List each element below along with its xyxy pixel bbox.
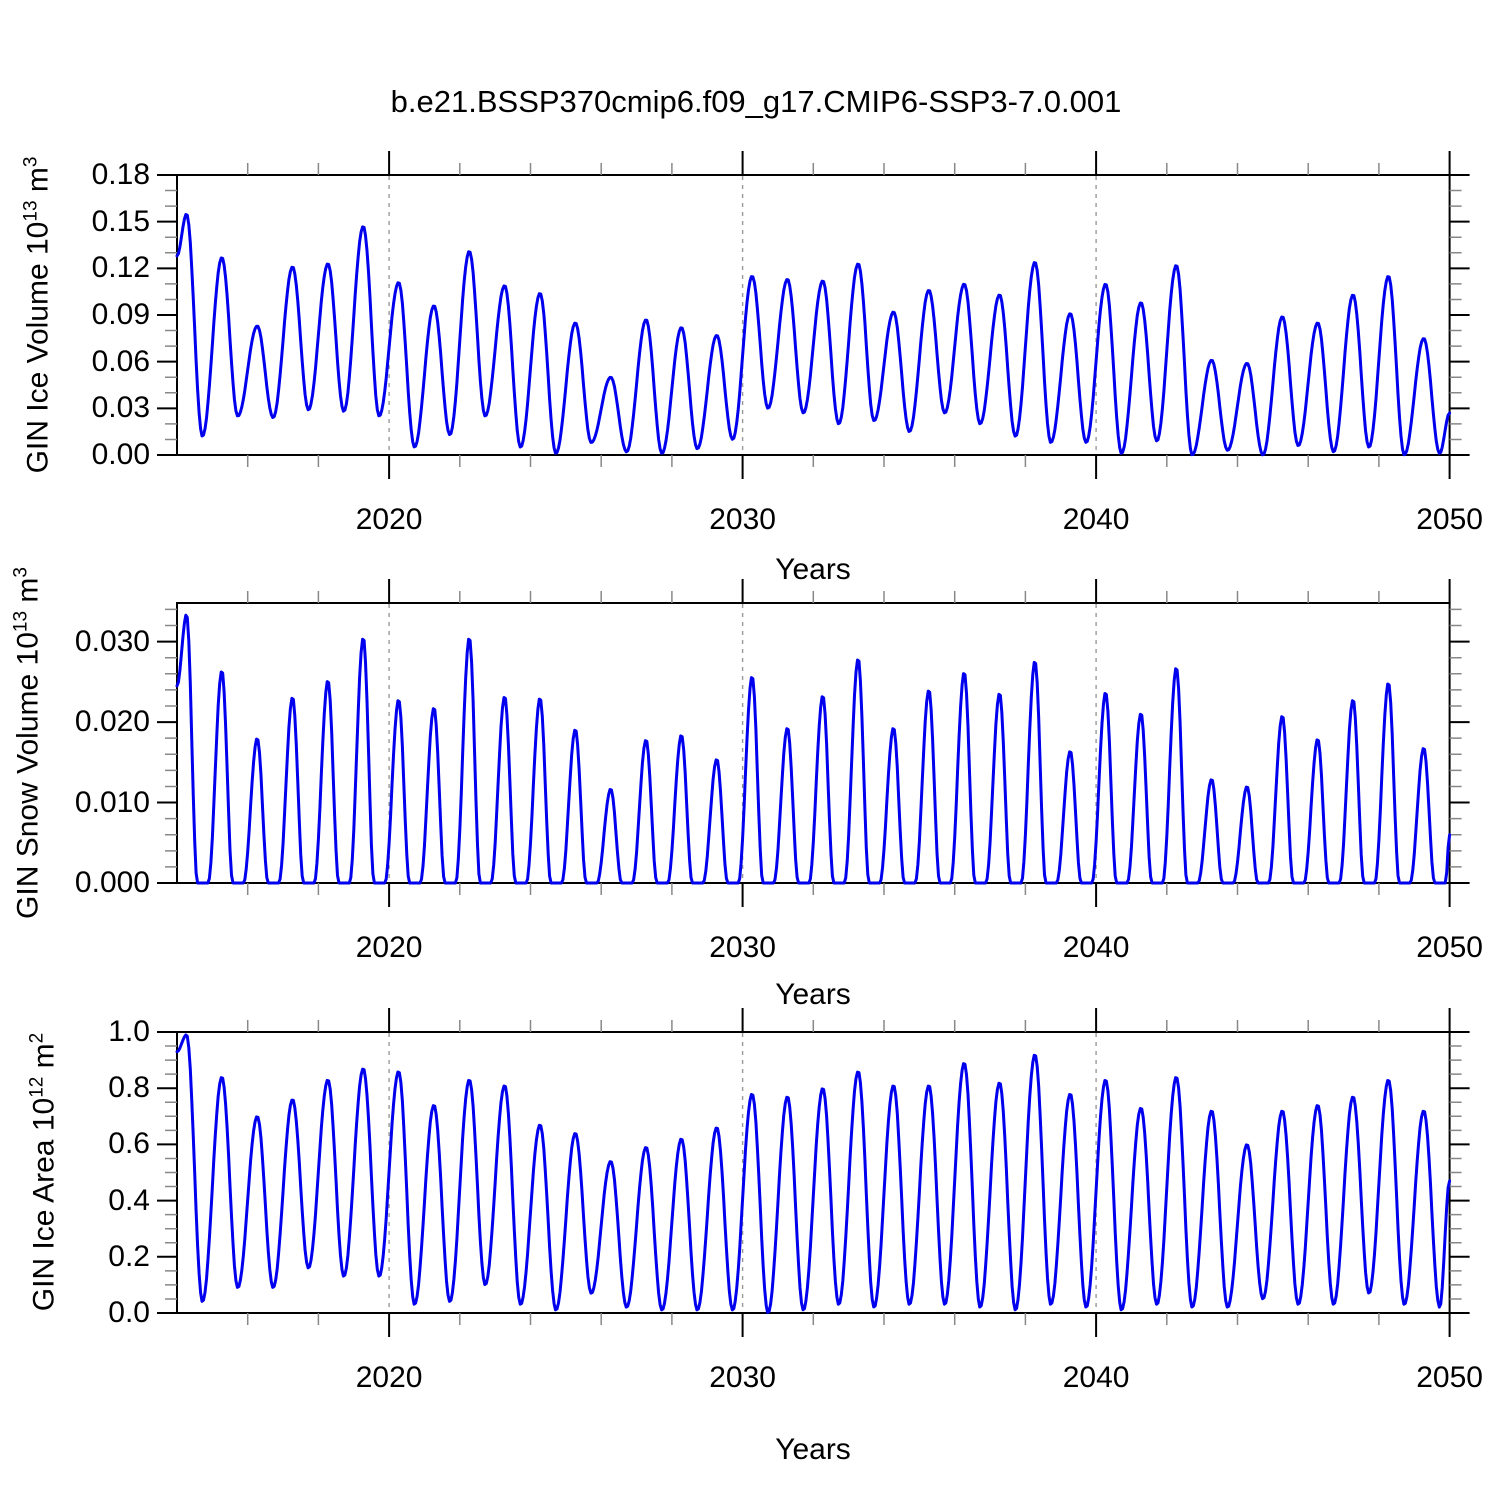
x-axis-title-panel2: Years [775, 978, 851, 1011]
y-tick-label: 0.00 [91, 438, 150, 471]
x-axis-title-panel3: Years [775, 1433, 851, 1466]
y-tick-label: 0.09 [91, 298, 150, 331]
x-tick-label: 2050 [1416, 503, 1483, 536]
y-tick-label: 0.15 [91, 204, 150, 238]
minor-ticks [165, 1020, 1462, 1325]
plot-title: b.e21.BSSP370cmip6.f09_g17.CMIP6-SSP3-7.… [390, 84, 1122, 119]
y-axis-title-unit: m [11, 577, 45, 611]
y-axis-title-exponent: 13 [10, 610, 32, 633]
y-tick-label: 0.000 [74, 866, 150, 899]
y-tick-label: 1.0 [108, 1015, 150, 1048]
axes-frame [176, 174, 1451, 456]
major-ticks [157, 579, 1470, 907]
y-tick-label: 0.12 [91, 251, 150, 285]
y-tick-label: 0.8 [108, 1071, 150, 1105]
y-tick-label: 0.020 [74, 705, 150, 739]
x-tick-label: 2040 [1062, 503, 1130, 536]
x-tick-label: 2050 [1416, 931, 1483, 964]
x-tick-label: 2020 [355, 503, 423, 536]
gin-ice-area-series-line [175, 1033, 1452, 1315]
y-tick-label: 0.06 [91, 344, 150, 378]
x-tick-label: 2020 [355, 931, 423, 964]
major-ticks [157, 151, 1470, 479]
y-tick-label: 0.4 [108, 1183, 150, 1217]
major-ticks [157, 1008, 1470, 1337]
x-tick-label: 2050 [1416, 1361, 1483, 1394]
y-tick-label: 0.030 [74, 624, 150, 658]
panel-gin-ice-area [157, 1008, 1470, 1337]
x-tick-label: 2040 [1062, 1361, 1130, 1394]
gin-snow-volume-series-line [175, 613, 1452, 885]
x-tick-label: 2030 [709, 931, 776, 964]
y-tick-label: 0.010 [74, 785, 150, 819]
panel-gin-ice-volume [157, 151, 1470, 479]
x-axis-title-panel1: Years [775, 553, 851, 586]
y-tick-label: 0.18 [91, 158, 150, 191]
y-tick-label: 0.6 [108, 1127, 150, 1161]
minor-ticks [165, 591, 1462, 895]
minor-ticks [165, 163, 1462, 467]
y-tick-label: 0.0 [108, 1296, 150, 1329]
panel-gin-snow-volume [157, 579, 1470, 907]
x-tick-label: 2030 [709, 503, 776, 536]
y-tick-label: 0.03 [91, 391, 150, 425]
gin-ice-volume-series-line [175, 213, 1452, 457]
y-axis-title-unit-exponent: 3 [10, 567, 32, 578]
x-tick-label: 2020 [355, 1361, 423, 1394]
x-tick-label: 2040 [1062, 931, 1130, 964]
x-tick-label: 2030 [709, 1361, 776, 1394]
y-tick-label: 0.2 [108, 1239, 150, 1273]
